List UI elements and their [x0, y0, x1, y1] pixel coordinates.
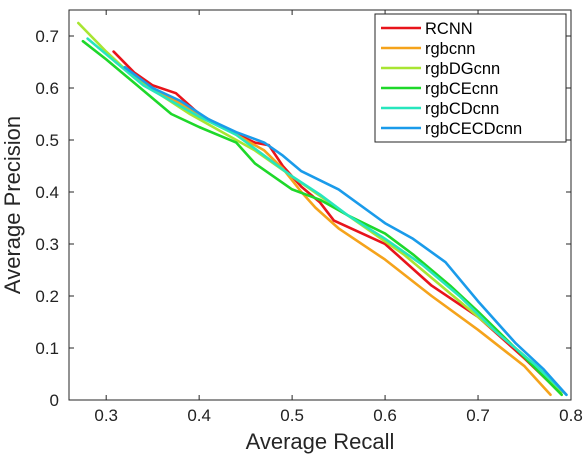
y-tick-label: 0.7 [35, 27, 59, 46]
legend-label: rgbCEcnn [425, 80, 498, 98]
y-axis-label: Average Precision [0, 116, 25, 294]
x-tick-label: 0.3 [94, 406, 118, 425]
y-tick-label: 0.5 [35, 131, 59, 150]
legend-entry: RCNN [381, 20, 473, 38]
legend-label: RCNN [425, 20, 473, 38]
y-tick-label: 0.3 [35, 235, 59, 254]
x-tick-label: 0.7 [466, 406, 490, 425]
y-tick-label: 0.2 [35, 287, 59, 306]
legend-label: rgbCDcnn [425, 100, 499, 118]
plot-frame [68, 9, 572, 401]
legend-label: rgbCECDcnn [425, 120, 522, 138]
legend-entry: rgbcnn [381, 40, 475, 58]
x-axis-label: Average Recall [246, 429, 395, 454]
series-line-rgbCEcnn [81, 39, 564, 397]
legend-label: rgbcnn [425, 40, 475, 58]
ticks-layer: 0.3 0.4 0.5 0.6 0.7 0.8 0 0.1 0.2 0.3 0.4 0.5 0.6 0.7 [35, 10, 583, 425]
legend-entry: rgbDGcnn [381, 60, 500, 78]
legend-entry: rgbCECDcnn [381, 120, 522, 138]
x-tick-label: 0.5 [280, 406, 304, 425]
legend-entry: rgbCDcnn [381, 100, 499, 118]
legend-box [374, 13, 567, 143]
y-tick-label: 0.1 [35, 339, 59, 358]
series-line-rgbCDcnn [86, 37, 568, 397]
series-line-RCNN [112, 50, 559, 391]
y-tick-label: 0.6 [35, 79, 59, 98]
y-tick-label: 0 [50, 391, 59, 410]
legend-label: rgbDGcnn [425, 60, 500, 78]
legend: RCNN rgbcnn rgbDGcnn rgbCEcnn rgbCDcnn rgbCEC… [374, 13, 567, 143]
series-line-rgbCECDcnn [123, 65, 568, 397]
series-layer [77, 21, 568, 397]
y-tick-label: 0.4 [35, 183, 59, 202]
x-tick-label: 0.6 [373, 406, 397, 425]
x-tick-label: 0.8 [559, 406, 583, 425]
legend-entry: rgbCEcnn [381, 80, 498, 98]
x-tick-label: 0.4 [187, 406, 211, 425]
